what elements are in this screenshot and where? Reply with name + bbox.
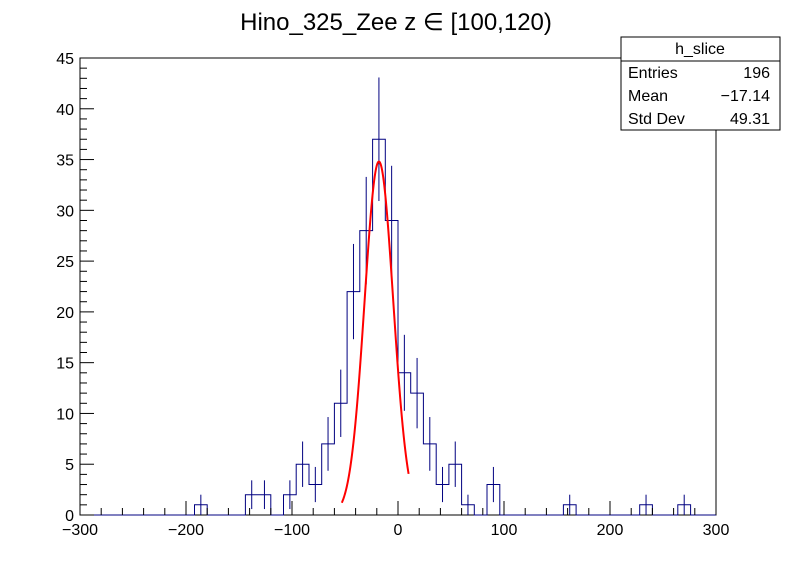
x-tick-label: 300	[703, 522, 730, 539]
gaussian-fit	[340, 160, 410, 504]
stats-box-frame	[620, 36, 781, 131]
y-tick-label: 30	[56, 203, 74, 220]
stats-label-mean: Mean	[628, 88, 668, 105]
stats-value-std-dev: 49.31	[730, 111, 770, 128]
histogram-series	[80, 138, 716, 516]
gaussian-fit-curve	[340, 160, 410, 504]
y-tick-label: 25	[56, 254, 74, 271]
stats-value-entries: 196	[743, 65, 770, 82]
x-tick-label: −300	[62, 522, 98, 539]
y-tick-label: 40	[56, 102, 74, 119]
error-bars	[200, 77, 685, 515]
y-tick-label: 45	[56, 51, 74, 68]
x-tick-label: −200	[168, 522, 204, 539]
stats-value-mean: −17.14	[721, 88, 770, 105]
x-axis-ticks: −300 −200 −100 0 100 200 300	[62, 501, 729, 539]
y-tick-label: 20	[56, 305, 74, 322]
y-tick-label: 10	[56, 406, 74, 423]
x-tick-label: 0	[394, 522, 403, 539]
x-tick-label: 100	[491, 522, 518, 539]
y-tick-label: 5	[65, 457, 74, 474]
y-tick-label: 35	[56, 153, 74, 170]
stats-label-entries: Entries	[628, 65, 678, 82]
y-tick-label: 15	[56, 356, 74, 373]
x-tick-label: −100	[274, 522, 310, 539]
stats-label-std-dev: Std Dev	[628, 111, 685, 128]
stats-box-title: h_slice	[675, 41, 725, 58]
chart-title: Hino_325_Zee z ∈ [100,120)	[240, 9, 552, 36]
x-tick-label: 200	[597, 522, 624, 539]
y-axis-ticks: 0 5 10 15 20 25 30 35 40 45	[56, 51, 94, 525]
stats-box: h_slice Entries 196 Mean −17.14 Std Dev …	[620, 36, 781, 131]
y-tick-label: 0	[65, 508, 74, 525]
